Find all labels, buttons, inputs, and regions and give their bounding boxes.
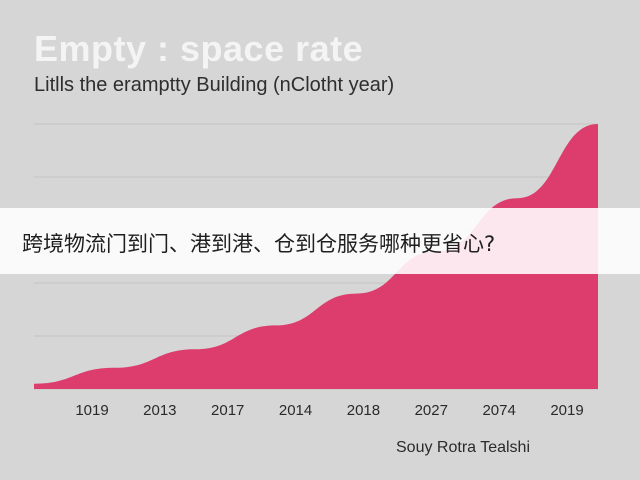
chart-subtitle: Litlls the eramptty Building (nClotht ye…: [34, 74, 395, 96]
x-tick-label: 2027: [415, 402, 448, 419]
x-axis-ticks: 1019 2013 2017 2014 2018 2027 2074 2019: [75, 402, 583, 419]
chart-title: Empty : space rate: [34, 28, 364, 69]
x-tick-label: 2017: [211, 402, 244, 419]
area-series: [34, 124, 598, 389]
overlay-banner: 跨境物流门到门、港到港、仓到仓服务哪种更省心?: [0, 208, 640, 274]
overlay-question: 跨境物流门到门、港到港、仓到仓服务哪种更省心?: [22, 232, 496, 256]
x-tick-label: 2074: [482, 402, 515, 419]
x-tick-label: 2013: [143, 402, 176, 419]
x-tick-label: 1019: [75, 402, 108, 419]
x-tick-label: 2018: [347, 402, 380, 419]
x-tick-label: 2014: [279, 402, 312, 419]
source-credit: Souy Rotra Tealshi: [396, 439, 530, 456]
x-tick-label: 2019: [550, 402, 583, 419]
